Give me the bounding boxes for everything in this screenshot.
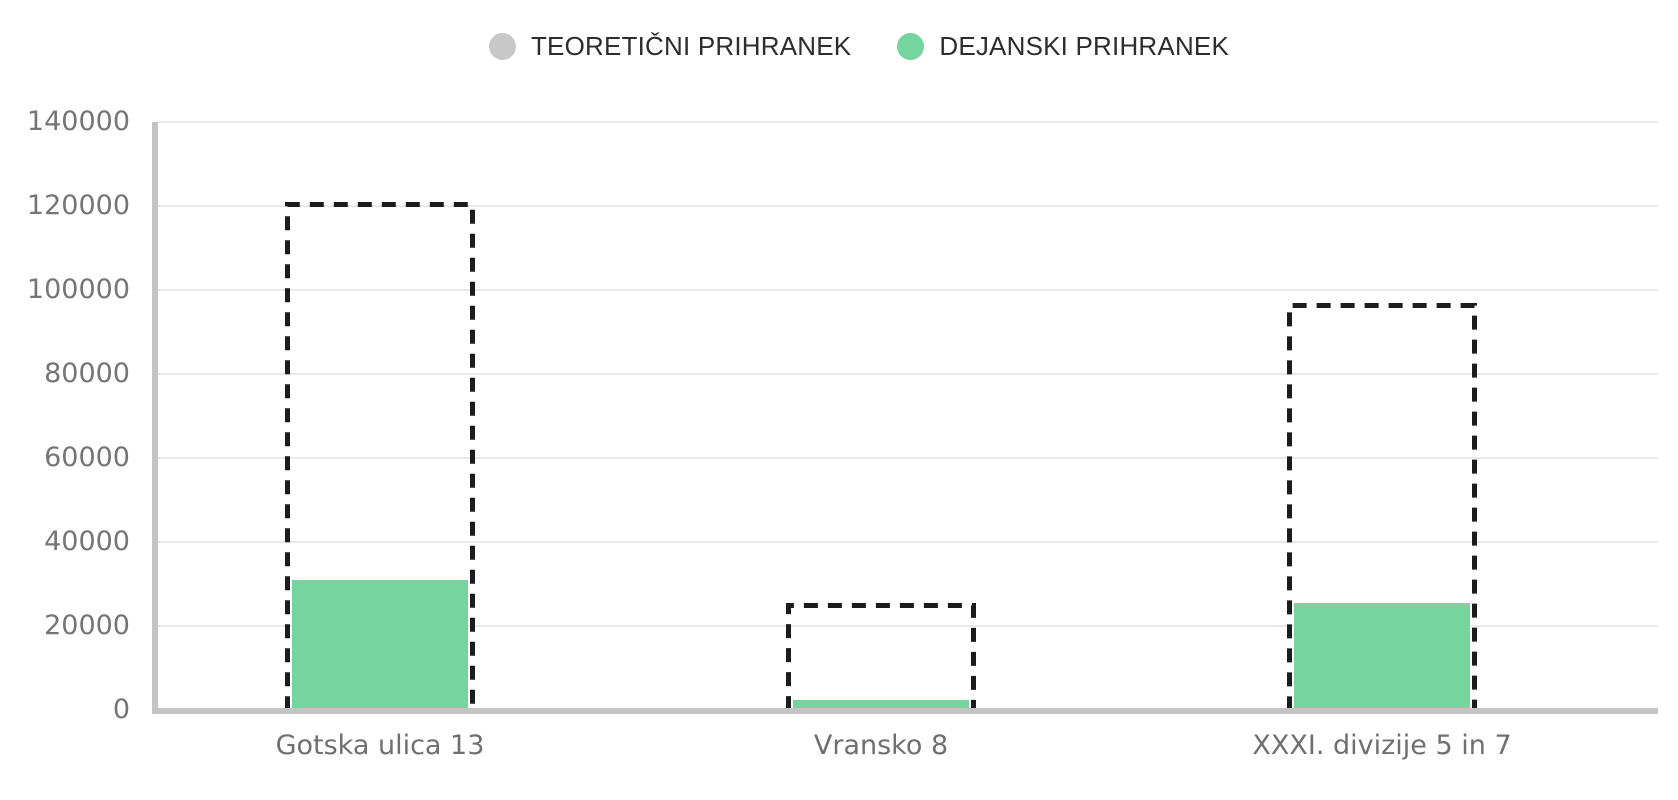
legend-label: DEJANSKI PRIHRANEK xyxy=(939,30,1230,61)
gridline xyxy=(158,121,1658,123)
bar-outline xyxy=(285,201,475,710)
gridline xyxy=(158,205,1658,207)
gridline xyxy=(158,541,1658,543)
y-axis-tick-label: 140000 xyxy=(26,106,130,137)
y-axis-tick-label: 0 xyxy=(112,694,130,725)
bar-actual[interactable] xyxy=(292,579,468,708)
y-axis-tick-label: 20000 xyxy=(44,610,130,641)
bar-actual[interactable] xyxy=(1294,602,1470,708)
bar-theoretical[interactable] xyxy=(786,602,976,710)
legend-marker-icon xyxy=(488,32,516,60)
bar-actual[interactable] xyxy=(793,699,969,708)
legend: TEORETIČNI PRIHRANEK DEJANSKI PRIHRANEK xyxy=(20,28,1678,64)
bar-theoretical[interactable] xyxy=(1287,302,1477,710)
bar-outline xyxy=(786,602,976,710)
legend-marker-icon xyxy=(897,32,925,60)
gridline xyxy=(158,457,1658,459)
legend-item-actual[interactable]: DEJANSKI PRIHRANEK xyxy=(897,31,1229,62)
x-axis-line xyxy=(152,708,1658,714)
gridline xyxy=(158,373,1658,375)
x-axis-category-label: XXXI. divizije 5 in 7 xyxy=(1252,730,1512,761)
bar-theoretical[interactable] xyxy=(285,201,475,710)
y-axis-tick-label: 120000 xyxy=(26,190,130,221)
x-axis-category-label: Vransko 8 xyxy=(813,730,949,761)
legend-item-theoretical[interactable]: TEORETIČNI PRIHRANEK xyxy=(488,30,852,62)
gridline xyxy=(158,625,1658,627)
y-axis-tick-label: 40000 xyxy=(44,526,130,557)
y-axis-tick-label: 80000 xyxy=(44,358,130,389)
y-axis-tick-label: 100000 xyxy=(26,274,130,305)
y-axis-tick-label: 60000 xyxy=(44,442,130,473)
y-axis-line xyxy=(152,122,158,714)
plot-area xyxy=(0,122,1678,710)
gridline xyxy=(158,289,1658,291)
x-axis-category-label: Gotska ulica 13 xyxy=(275,730,485,761)
bar-outline xyxy=(1287,302,1477,710)
legend-label: TEORETIČNI PRIHRANEK xyxy=(530,30,852,61)
